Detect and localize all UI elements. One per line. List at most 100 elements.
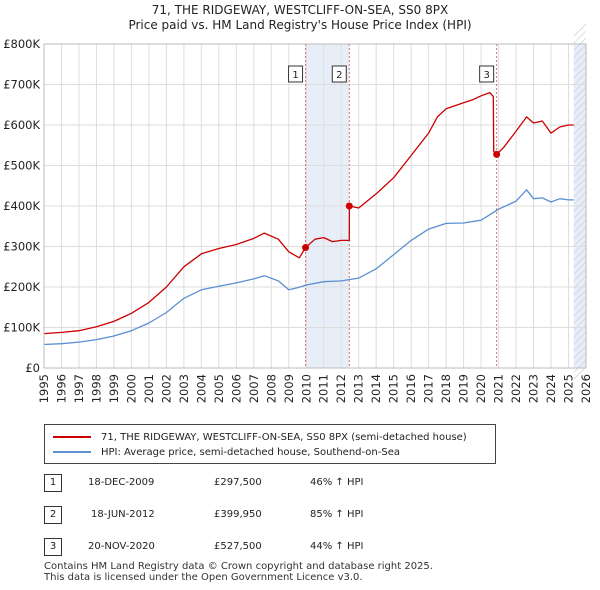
- hpi-line: [43, 189, 574, 346]
- x-tick-label: 2011: [317, 374, 331, 403]
- forecast-hatch: [573, 352, 587, 366]
- forecast-hatch: [573, 219, 587, 233]
- sale-label-box: [479, 65, 495, 83]
- forecast-hatch: [573, 226, 587, 240]
- forecast-hatch: [573, 142, 587, 156]
- forecast-hatch: [573, 289, 587, 303]
- forecast-hatch: [573, 331, 587, 345]
- x-tick-label: 2013: [352, 374, 366, 403]
- forecast-hatch: [573, 212, 587, 226]
- x-tick-label: 2023: [527, 374, 541, 403]
- x-tick-label: 2020: [474, 374, 488, 403]
- sale-label-box: [288, 65, 304, 83]
- sale-date: 20-NOV-2020: [88, 541, 155, 552]
- x-tick-label: 2022: [509, 374, 523, 403]
- sale-hpi-change: 46% ↑ HPI: [310, 477, 364, 488]
- x-tick-label: 2021: [492, 374, 506, 403]
- sale-row-1: 1 18-DEC-2009 £297,500 46% ↑ HPI: [44, 474, 464, 492]
- forecast-hatch: [573, 128, 587, 142]
- x-tick-label: 2001: [142, 374, 156, 403]
- x-tick-label: 2015: [387, 374, 401, 403]
- sale-price: £399,950: [214, 509, 262, 520]
- forecast-hatch: [573, 254, 587, 268]
- forecast-hatch: [573, 30, 587, 44]
- x-tick-label: 2026: [579, 374, 593, 403]
- x-tick-label: 1998: [89, 374, 103, 403]
- sale-label-box: [331, 65, 347, 83]
- footer-licence: This data is licensed under the Open Gov…: [44, 572, 363, 583]
- chart-title-line1: 71, THE RIDGEWAY, WESTCLIFF-ON-SEA, SS0 …: [151, 3, 449, 17]
- forecast-hatch: [573, 65, 587, 79]
- plot-frame: [43, 43, 587, 369]
- forecast-hatch: [573, 51, 587, 65]
- x-tick-label: 2017: [422, 374, 436, 403]
- x-tick-label: 2008: [264, 374, 278, 403]
- chart-legend: 71, THE RIDGEWAY, WESTCLIFF-ON-SEA, SS0 …: [44, 424, 496, 464]
- forecast-hatch: [573, 366, 587, 380]
- x-tick-label: 2009: [282, 374, 296, 403]
- x-tick-label: 2003: [177, 374, 191, 403]
- forecast-hatch: [573, 79, 587, 93]
- forecast-hatch: [573, 163, 587, 177]
- forecast-hatch: [573, 58, 587, 72]
- forecast-hatch: [573, 296, 587, 310]
- forecast-hatch: [573, 184, 587, 198]
- sale-point: [345, 202, 353, 210]
- sale-label-text: 2: [336, 70, 342, 81]
- forecast-hatch: [573, 261, 587, 275]
- sale-badge: 1: [44, 474, 62, 492]
- sale-point: [493, 150, 501, 158]
- sale-date: 18-DEC-2009: [88, 477, 155, 488]
- x-tick-label: 2025: [562, 374, 576, 403]
- forecast-hatch: [573, 107, 587, 121]
- forecast-hatch: [573, 93, 587, 107]
- forecast-hatch: [573, 149, 587, 163]
- forecast-hatch: [573, 72, 587, 86]
- forecast-hatch: [573, 359, 587, 373]
- sale-row-3: 3 20-NOV-2020 £527,500 44% ↑ HPI: [44, 538, 464, 556]
- forecast-hatch: [573, 282, 587, 296]
- price-chart: 1 2 3 £0 £100K £200K £300K £400K £500K £600K £700K…: [3, 23, 593, 403]
- y-tick-label: £200K: [3, 280, 40, 294]
- forecast-hatch: [573, 156, 587, 170]
- legend-swatch-property: [53, 436, 91, 438]
- y-tick-label: £300K: [3, 240, 40, 254]
- sale-label-text: 1: [292, 70, 298, 81]
- footer: Contains HM Land Registry data © Crown c…: [44, 561, 433, 583]
- sale-date: 18-JUN-2012: [91, 509, 155, 520]
- forecast-hatch: [573, 86, 587, 100]
- sale-badge: 3: [44, 538, 62, 556]
- forecast-hatch: [573, 177, 587, 191]
- x-tick-label: 1996: [54, 374, 68, 403]
- sale-price: £527,500: [214, 541, 262, 552]
- y-tick-label: £100K: [3, 321, 40, 335]
- sale-badge: 2: [44, 506, 62, 524]
- sale-hpi-change: 85% ↑ HPI: [310, 509, 364, 520]
- legend-item-hpi: HPI: Average price, semi-detached house,…: [53, 445, 400, 459]
- x-tick-label: 1995: [37, 374, 51, 403]
- y-tick-label: £600K: [3, 118, 40, 132]
- legend-label-hpi: HPI: Average price, semi-detached house,…: [101, 446, 400, 458]
- legend-item-property: 71, THE RIDGEWAY, WESTCLIFF-ON-SEA, SS0 …: [53, 430, 467, 444]
- x-tick-label: 2018: [439, 374, 453, 403]
- footer-copyright: Contains HM Land Registry data © Crown c…: [44, 561, 433, 572]
- forecast-hatch: [573, 191, 587, 205]
- forecast-hatch: [573, 135, 587, 149]
- x-tick-label: 2012: [334, 374, 348, 403]
- legend-label-property: 71, THE RIDGEWAY, WESTCLIFF-ON-SEA, SS0 …: [101, 431, 467, 443]
- x-tick-label: 2024: [544, 374, 558, 403]
- forecast-hatch: [573, 198, 587, 212]
- forecast-hatch: [573, 303, 587, 317]
- forecast-hatch: [573, 205, 587, 219]
- y-tick-label: £0: [25, 361, 40, 375]
- forecast-hatch: [573, 338, 587, 352]
- forecast-hatch: [573, 170, 587, 184]
- y-tick-label: £800K: [3, 37, 40, 51]
- forecast-hatch: [573, 310, 587, 324]
- legend-swatch-hpi: [53, 451, 91, 453]
- forecast-hatch: [573, 247, 587, 261]
- x-tick-label: 2006: [229, 374, 243, 403]
- sale-row-2: 2 18-JUN-2012 £399,950 85% ↑ HPI: [44, 506, 464, 524]
- sale-price: £297,500: [214, 477, 262, 488]
- forecast-hatch: [573, 268, 587, 282]
